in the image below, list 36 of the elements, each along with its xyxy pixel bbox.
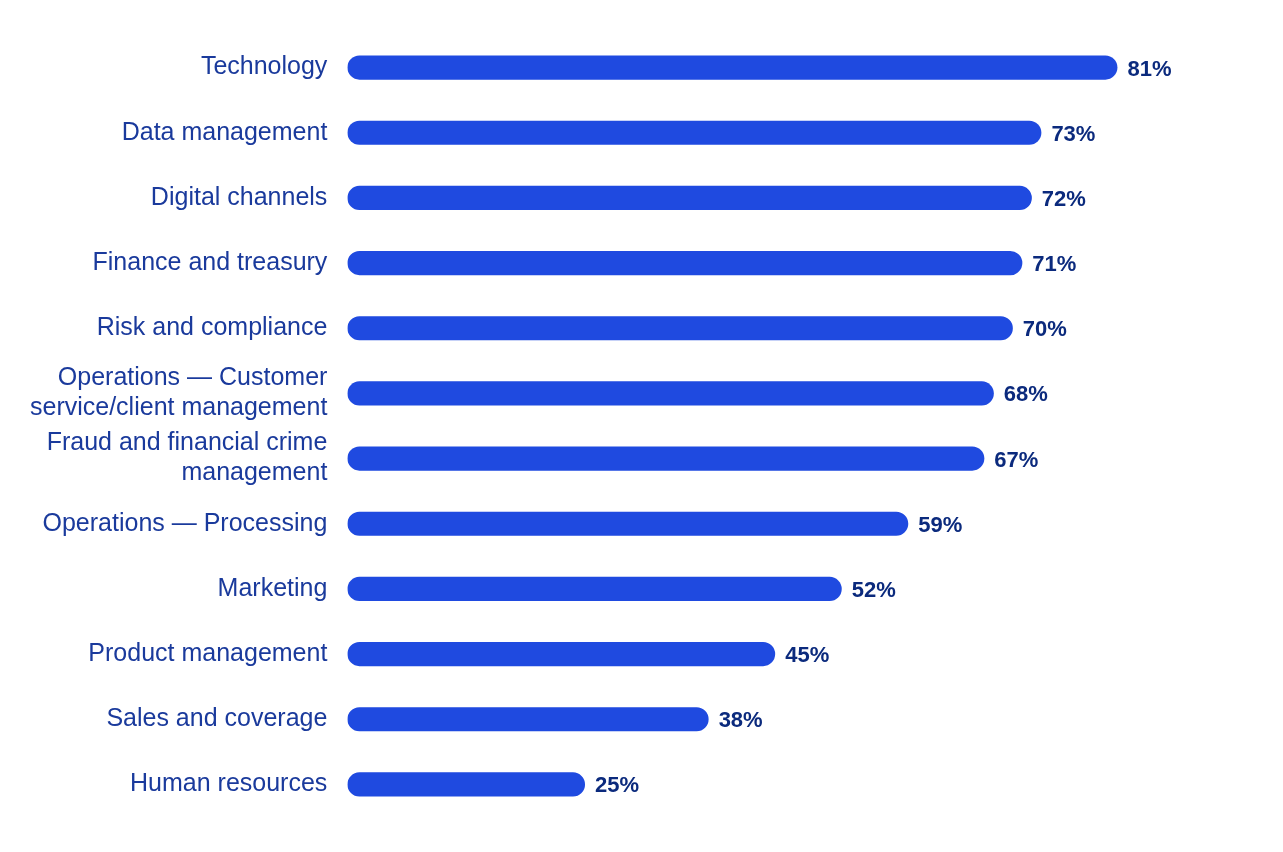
data-label: 25%: [595, 772, 640, 798]
y-tick-label: Human resources: [130, 768, 328, 797]
data-label: 71%: [1032, 251, 1077, 277]
bar: [347, 185, 1032, 210]
data-label: 70%: [1022, 316, 1067, 342]
y-tick-label: Risk and compliance: [96, 312, 328, 341]
y-tick-label: Marketing: [217, 572, 328, 601]
data-label: 73%: [1051, 120, 1096, 146]
bar: [347, 707, 709, 732]
bar: [347, 446, 985, 471]
bar: [347, 120, 1042, 145]
y-tick-label: Sales and coverage: [106, 703, 328, 732]
data-label: 68%: [1003, 381, 1048, 407]
data-label: 67%: [994, 446, 1039, 472]
data-label: 45%: [785, 642, 830, 668]
data-label: 38%: [718, 707, 763, 733]
bar: [347, 642, 776, 667]
y-tick-label: Fraud and financial crime management: [46, 427, 328, 486]
bar: [347, 511, 909, 536]
bar: [347, 251, 1023, 276]
y-tick-label: Operations — Processing: [42, 507, 328, 536]
bar: [347, 381, 994, 406]
y-tick-label: Technology: [200, 51, 328, 80]
bar: [347, 772, 586, 797]
data-label: 52%: [851, 576, 896, 602]
data-label: 81%: [1127, 55, 1172, 81]
bar: [347, 316, 1013, 341]
y-tick-label: Data management: [121, 116, 328, 145]
y-tick-label: Operations — Customer service/client management: [29, 362, 328, 421]
y-tick-label: Digital channels: [150, 181, 328, 210]
data-label: 72%: [1041, 185, 1086, 211]
bar: [347, 576, 842, 601]
y-tick-label: Product management: [88, 637, 328, 666]
y-tick-label: Finance and treasury: [92, 246, 328, 275]
data-label: 59%: [918, 511, 963, 537]
bar: [347, 55, 1118, 80]
